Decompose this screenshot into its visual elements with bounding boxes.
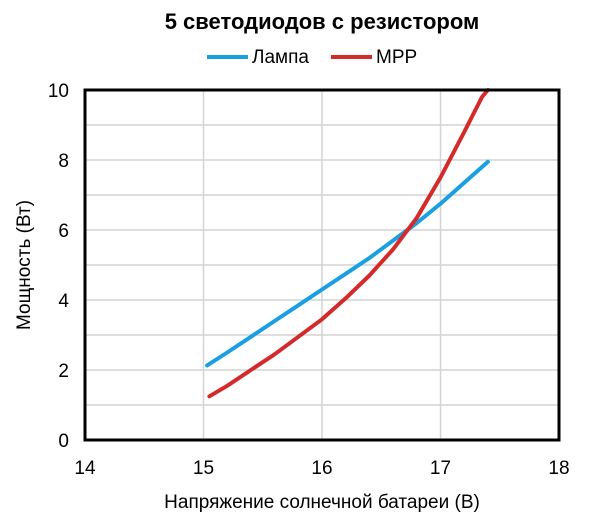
x-tick-label: 18 [548, 458, 569, 479]
y-tick-label: 8 [58, 151, 69, 172]
y-tick-label: 10 [48, 81, 69, 102]
x-tick-label: 16 [311, 458, 332, 479]
gridlines [85, 90, 559, 440]
legend-label-lampa: Лампа [252, 47, 309, 68]
series-line-0 [205, 159, 490, 368]
x-tick-label: 17 [430, 458, 451, 479]
x-tick-label: 15 [193, 458, 214, 479]
y-axis-label: Мощность (Вт) [14, 200, 35, 330]
legend: Лампа MPP [207, 47, 417, 68]
plot-frame [83, 88, 561, 442]
series-line-1 [207, 88, 490, 399]
y-tick-label: 0 [58, 431, 69, 452]
x-axis-label: Напряжение солнечной батареи (В) [164, 492, 480, 513]
y-tick-label: 4 [58, 291, 69, 312]
y-tick-label: 6 [58, 221, 69, 242]
y-tick-label: 2 [58, 361, 69, 382]
series-layer [205, 88, 490, 399]
chart-title: 5 светодиодов с резистором [165, 9, 480, 34]
y-tick-labels: 0 2 4 6 8 10 [48, 81, 70, 452]
legend-label-mpp: MPP [376, 47, 417, 68]
x-tick-labels: 14 15 16 17 18 [74, 458, 569, 479]
x-tick-label: 14 [74, 458, 96, 479]
